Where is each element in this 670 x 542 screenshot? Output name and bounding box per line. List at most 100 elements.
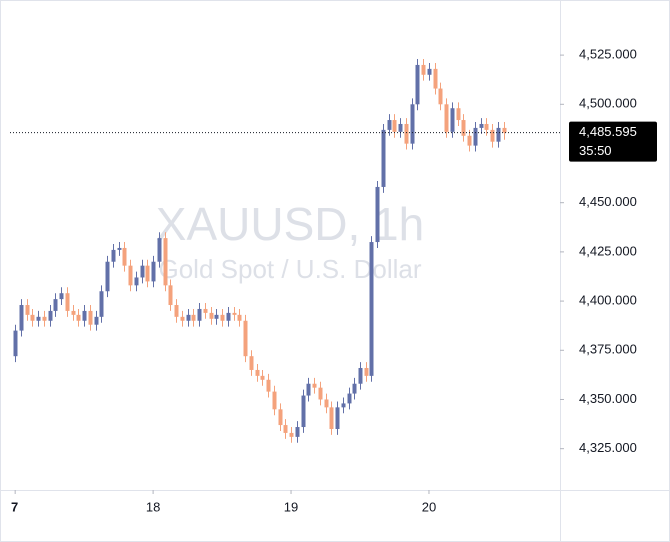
x-tick-label: 19 [284, 499, 298, 514]
candle-body [122, 247, 127, 266]
candle-body [151, 261, 156, 282]
watermark-description: Gold Spot / U.S. Dollar [159, 254, 422, 284]
candle-body [266, 379, 271, 392]
candle-body [352, 383, 357, 394]
candle-body [105, 261, 110, 292]
candle-body [99, 291, 104, 317]
y-tick-label: 4,375.000 [579, 342, 637, 357]
candle-body [134, 277, 139, 286]
y-tick-label: 4,425.000 [579, 243, 637, 258]
candle-body [415, 64, 420, 105]
candle-body [369, 242, 374, 376]
candle-body [341, 403, 346, 408]
candle-body [398, 123, 403, 132]
candle-body [444, 104, 449, 132]
candle-body [312, 383, 317, 388]
candle-body [30, 314, 35, 321]
candle-body [335, 407, 340, 429]
candle-body [467, 135, 472, 146]
candle-body [249, 356, 254, 370]
candle-body [387, 120, 392, 130]
candle-body [427, 68, 432, 75]
candle-body [421, 64, 426, 75]
candle-body [140, 265, 145, 278]
candle-body [76, 314, 81, 321]
candle-body [479, 123, 484, 128]
candle-body [82, 310, 87, 321]
candle-body [329, 407, 334, 429]
candle-body [226, 312, 231, 321]
x-tick-label: 18 [146, 499, 160, 514]
candle-body [197, 308, 202, 321]
candle-body [232, 312, 237, 315]
candle-body [255, 369, 260, 376]
y-tick-label: 4,400.000 [579, 293, 637, 308]
candle-body [461, 120, 466, 136]
candle-body [502, 127, 507, 133]
candle-body [283, 425, 288, 433]
candle-body [19, 305, 24, 331]
candle-body [450, 108, 455, 132]
candle-body [358, 367, 363, 384]
candle-body [438, 88, 443, 105]
y-tick-label: 4,525.000 [579, 47, 637, 62]
y-tick-label: 4,450.000 [579, 194, 637, 209]
candle-body [65, 293, 70, 311]
candle-body [295, 427, 300, 437]
candle-body [42, 316, 47, 321]
candle-body [301, 395, 306, 428]
candle-body [364, 367, 369, 376]
watermark-symbol: XAUUSD, 1h [156, 198, 424, 250]
candle-body [410, 104, 415, 144]
candle-body [404, 123, 409, 144]
candle-body [433, 68, 438, 89]
candle-body [289, 432, 294, 437]
candle-body [237, 314, 242, 321]
candle-body [117, 247, 122, 250]
candle-body [272, 391, 277, 410]
candle-body [473, 127, 478, 146]
candle-body [306, 383, 311, 396]
candle-body [71, 310, 76, 315]
candle-body [145, 265, 150, 282]
candle-body [381, 129, 386, 187]
candle-body [48, 310, 53, 321]
candle-body [163, 238, 168, 286]
candle-body [260, 375, 265, 380]
candle-body [59, 293, 64, 300]
y-tick-label: 4,350.000 [579, 391, 637, 406]
candle-body [168, 285, 173, 306]
candle-body [490, 129, 495, 142]
candle-body [180, 316, 185, 321]
candle-body [220, 314, 225, 321]
candle-body [203, 308, 208, 313]
candle-body [243, 320, 248, 357]
candle-body [36, 316, 41, 321]
candle-body [484, 123, 489, 130]
candle-body [456, 108, 461, 121]
last-price-label: 4,485.595 [579, 124, 637, 139]
countdown-label: 35:50 [579, 143, 612, 158]
candle-body [214, 314, 219, 319]
candle-body [278, 409, 283, 426]
candle-body [25, 305, 30, 315]
candle-body [375, 186, 380, 243]
candle-body [111, 249, 116, 262]
candle-body [128, 265, 133, 286]
last-price-box [569, 121, 657, 162]
candle-body [392, 120, 397, 132]
y-tick-label: 4,325.000 [579, 440, 637, 455]
candle-body [496, 127, 501, 142]
candle-body [53, 299, 58, 311]
x-tick-label: 20 [422, 499, 436, 514]
candle-body [13, 330, 18, 357]
candle-body [186, 314, 191, 321]
candle-body [318, 387, 323, 400]
candle-body [88, 310, 93, 325]
candle-body [347, 393, 352, 404]
candle-body [324, 399, 329, 408]
candle-body [174, 305, 179, 317]
candle-body [157, 238, 162, 262]
